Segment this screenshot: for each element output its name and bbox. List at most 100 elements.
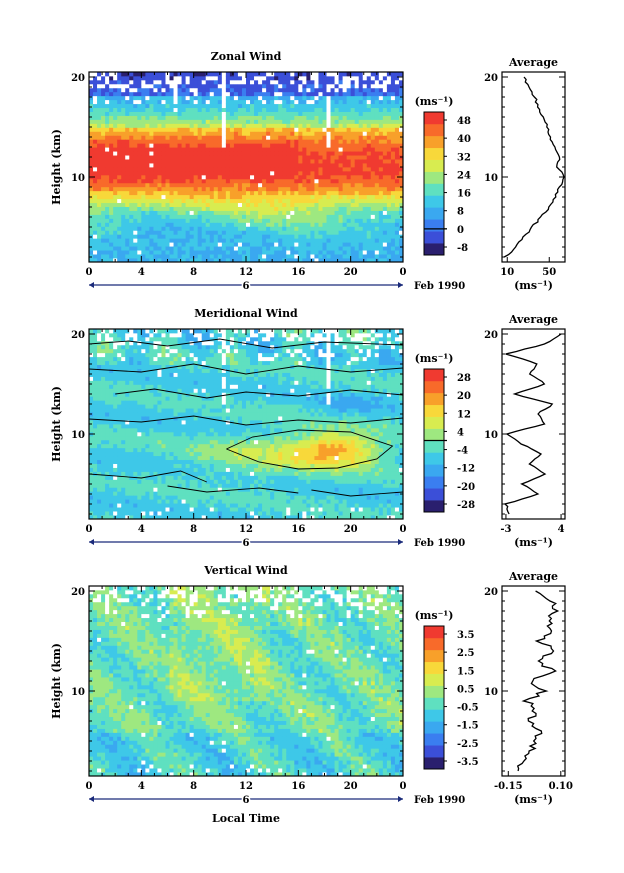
heatmap-cell: [97, 99, 102, 105]
heatmap-cell: [93, 254, 98, 259]
heatmap-cell: [258, 238, 263, 243]
heatmap-cell: [185, 163, 191, 168]
heatmap-cell: [161, 214, 166, 219]
heatmap-cell: [141, 79, 146, 85]
heatmap-cell: [109, 360, 114, 366]
heatmap-cell: [117, 206, 122, 211]
heatmap-cell: [334, 123, 339, 128]
heatmap-cell: [266, 99, 271, 105]
heatmap-cell: [217, 234, 223, 239]
heatmap-cell: [290, 226, 295, 231]
heatmap-cell: [137, 499, 142, 504]
heatmap-cell: [177, 511, 182, 516]
heatmap-cell: [137, 75, 142, 81]
heatmap-cell: [213, 75, 219, 81]
heatmap-cell: [125, 174, 130, 180]
heatmap-cell: [362, 198, 368, 204]
heatmap-cell: [129, 87, 134, 93]
heatmap-cell: [250, 91, 255, 97]
heatmap-cell: [161, 459, 166, 464]
heatmap-cell: [125, 376, 130, 381]
heatmap-cell: [149, 471, 154, 476]
heatmap-cell: [205, 95, 211, 101]
heatmap-cell: [125, 258, 130, 263]
heatmap-cell: [205, 198, 211, 204]
heatmap-cell: [89, 190, 94, 196]
heatmap-cell: [217, 147, 223, 152]
heatmap-cell: [189, 182, 195, 188]
heatmap-cell: [250, 206, 255, 211]
heatmap-cell: [141, 336, 146, 342]
heatmap-cell: [93, 435, 98, 441]
heatmap-cell: [129, 111, 134, 116]
heatmap-cell: [205, 258, 211, 263]
heatmap-cell: [169, 384, 174, 389]
heatmap-cell: [105, 234, 110, 239]
heatmap-cell: [354, 107, 360, 112]
heatmap-cell: [246, 182, 251, 188]
heatmap-cell: [93, 206, 98, 211]
heatmap-cell: [302, 155, 307, 160]
heatmap-cell: [157, 451, 162, 457]
heatmap-cell: [145, 424, 150, 429]
heatmap-cell: [290, 135, 295, 140]
heatmap-cell: [378, 230, 384, 235]
heatmap-cell: [221, 242, 227, 247]
heatmap-cell: [177, 258, 182, 263]
heatmap-cell: [165, 479, 170, 484]
heatmap-cell: [213, 254, 219, 259]
heatmap-cell: [358, 103, 364, 109]
heatmap-cell: [330, 72, 335, 77]
heatmap-cell: [254, 87, 259, 93]
heatmap-cell: [189, 143, 195, 148]
heatmap-cell: [354, 250, 360, 255]
heatmap-cell: [310, 75, 315, 81]
heatmap-cell: [217, 226, 223, 231]
heatmap-cell: [129, 376, 134, 381]
heatmap-cell: [129, 332, 134, 338]
heatmap-cell: [386, 226, 392, 231]
heatmap-cell: [298, 115, 303, 120]
heatmap-cell: [157, 455, 162, 461]
heatmap-cell: [370, 226, 376, 231]
heatmap-cell: [382, 170, 388, 176]
heatmap-cell: [181, 111, 187, 116]
heatmap-cell: [105, 396, 110, 401]
heatmap-cell: [306, 159, 311, 164]
heatmap-cell: [233, 206, 239, 211]
heatmap-cell: [189, 210, 195, 215]
heatmap-cell: [145, 507, 150, 512]
heatmap-cell: [330, 182, 335, 188]
heatmap-cell: [241, 214, 247, 219]
heatmap-cell: [390, 170, 396, 176]
heatmap-cell: [101, 471, 106, 476]
heatmap-cell: [145, 250, 150, 255]
heatmap-cell: [254, 155, 259, 160]
heatmap-cell: [318, 202, 323, 207]
heatmap-cell: [129, 246, 134, 251]
heatmap-cell: [229, 230, 235, 235]
heatmap-cell: [322, 95, 327, 101]
heatmap-cell: [89, 103, 94, 109]
heatmap-cell: [101, 511, 106, 516]
heatmap-cell: [390, 75, 396, 81]
heatmap-cell: [97, 376, 102, 381]
heatmap-cell: [246, 218, 251, 223]
heatmap-cell: [390, 123, 396, 128]
heatmap-cell: [165, 174, 170, 180]
heatmap-cell: [209, 238, 215, 243]
heatmap-cell: [105, 254, 110, 259]
heatmap-cell: [205, 127, 211, 132]
heatmap-cell: [105, 174, 110, 180]
heatmap-cell: [274, 230, 279, 235]
heatmap-cell: [113, 427, 118, 433]
heatmap-cell: [201, 143, 207, 148]
heatmap-cell: [129, 424, 134, 429]
heatmap-cell: [346, 234, 352, 239]
heatmap-cell: [173, 471, 178, 476]
heatmap-cell: [326, 79, 331, 85]
heatmap-cell: [217, 186, 223, 192]
heatmap-cell: [370, 170, 376, 176]
heatmap-cell: [354, 258, 360, 263]
heatmap-cell: [314, 103, 319, 109]
